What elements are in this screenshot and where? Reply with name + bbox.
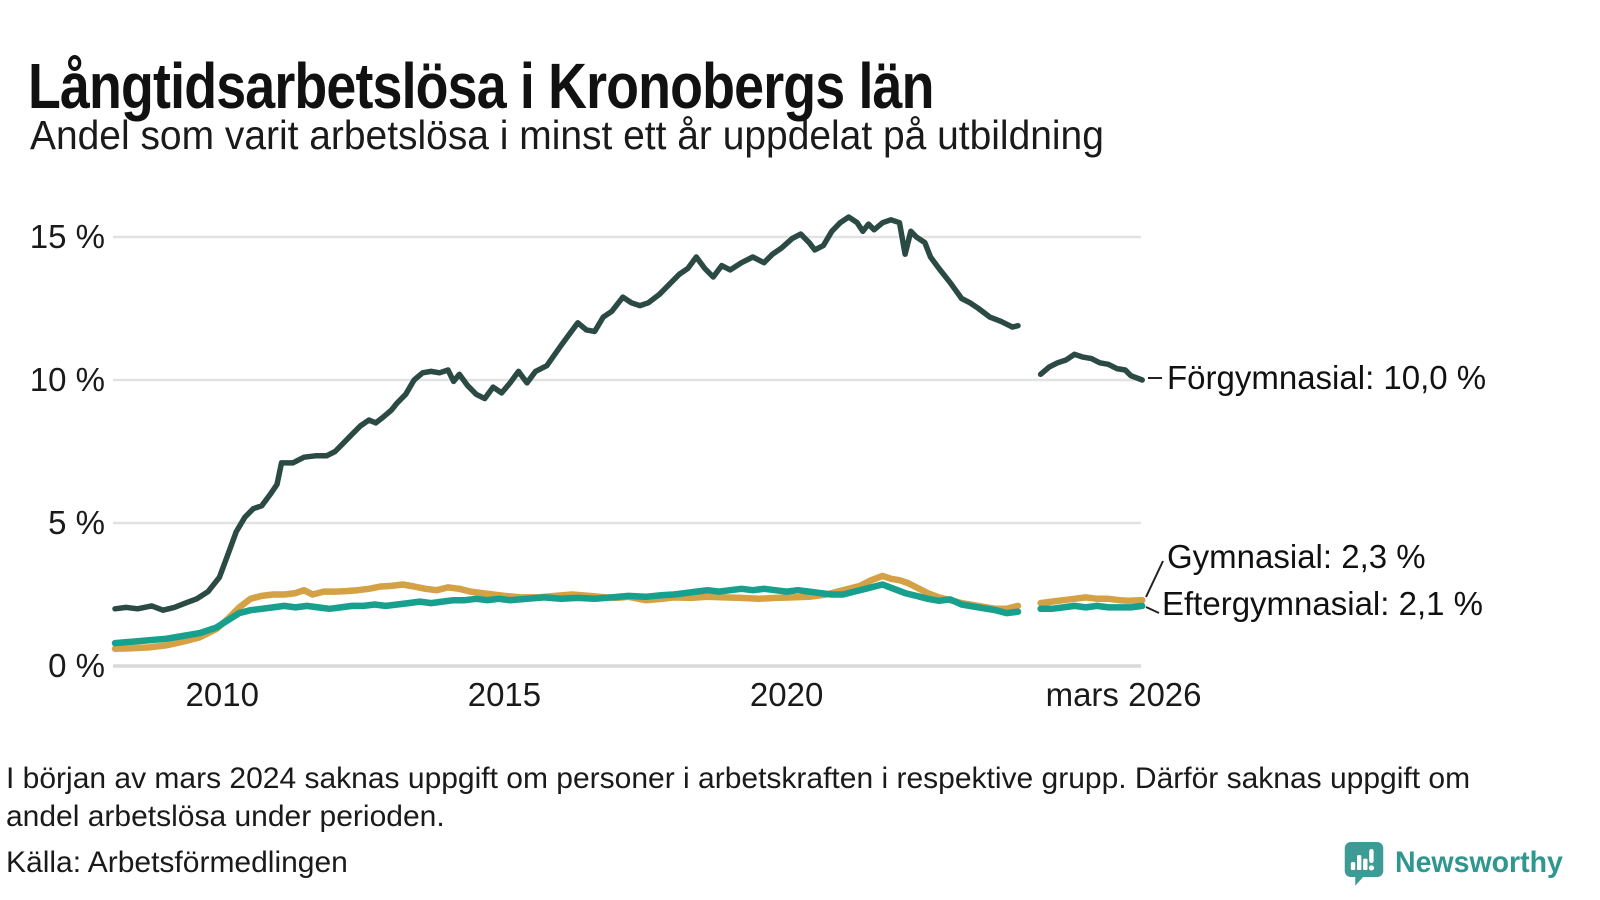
series-label-förgymnasial: Förgymnasial: 10,0 % (1167, 359, 1487, 396)
x-axis-tick-label: 2015 (467, 676, 542, 713)
newsworthy-logo-text: Newsworthy (1395, 846, 1564, 879)
page-subtitle: Andel som varit arbetslösa i minst ett å… (30, 112, 1104, 158)
footnote-line-1: I början av mars 2024 saknas uppgift om … (6, 762, 1471, 795)
x-axis-tick-label: mars 2026 (1045, 676, 1202, 713)
x-axis-tick-label: 2010 (185, 676, 259, 713)
series-line-gymnasial (111, 572, 1146, 653)
source-credit: Källa: Arbetsförmedlingen (6, 846, 348, 879)
page-title: Långtidsarbetslösa i Kronobergs län (28, 49, 934, 122)
footnote-line-2: andel arbetslösa under perioden. (6, 800, 445, 833)
y-axis-tick-label: 10 % (29, 361, 105, 398)
series-label-gymnasial: Gymnasial: 2,3 % (1167, 538, 1426, 575)
y-axis-tick-label: 5 % (48, 504, 105, 541)
series-label-eftergymnasial: Eftergymnasial: 2,1 % (1162, 585, 1483, 622)
footnote: I början av mars 2024 saknas uppgift om … (6, 760, 1470, 836)
newsworthy-logo: Newsworthy (1343, 840, 1572, 886)
label-leader-line (1145, 606, 1160, 614)
series-line-förgymnasial (112, 214, 1145, 613)
newsworthy-speech-bubble-chart-icon (1343, 840, 1385, 886)
series-line-eftergymnasial (111, 581, 1146, 647)
y-axis-tick-label: 0 % (48, 647, 105, 684)
y-axis-tick-label: 15 % (29, 218, 105, 255)
x-axis-tick-label: 2020 (749, 676, 824, 713)
label-leader-line (1145, 560, 1164, 598)
